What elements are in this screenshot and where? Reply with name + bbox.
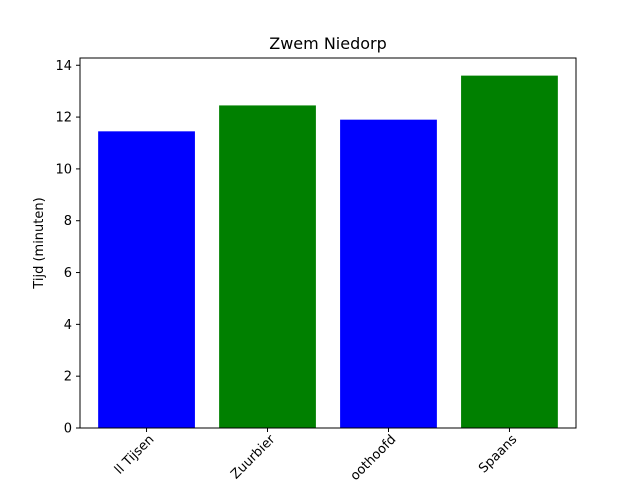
y-tick-label-7: 14 — [55, 59, 72, 74]
chart-title: Zwem Niedorp — [269, 34, 387, 53]
plot-frame — [79, 57, 577, 429]
bar-3 — [461, 75, 558, 429]
y-tick-label-2: 4 — [64, 318, 72, 333]
y-tick-label-6: 12 — [55, 111, 72, 126]
y-tick-label-4: 8 — [64, 214, 72, 229]
x-tick-label-2: oothoofd — [348, 432, 400, 480]
bar-1 — [219, 105, 316, 429]
x-tick-label-3: Spaans — [476, 432, 520, 476]
y-axis-label: Tijd (minuten) — [32, 197, 47, 289]
bar-0 — [98, 131, 195, 428]
y-tick-label-3: 6 — [64, 266, 72, 281]
y-tick-label-1: 2 — [64, 370, 72, 385]
x-tick-label-0: ll Tijsen — [112, 432, 157, 477]
bars-group — [98, 75, 558, 429]
x-tick-label-1: Zuurbier — [228, 432, 279, 480]
y-axis: 0 2 4 6 8 10 12 14 — [55, 59, 80, 437]
y-tick-label-0: 0 — [64, 422, 72, 437]
x-axis: ll Tijsen Zuurbier oothoofd Spaans — [112, 428, 520, 480]
bar-2 — [340, 119, 437, 429]
y-tick-label-5: 10 — [55, 162, 72, 177]
